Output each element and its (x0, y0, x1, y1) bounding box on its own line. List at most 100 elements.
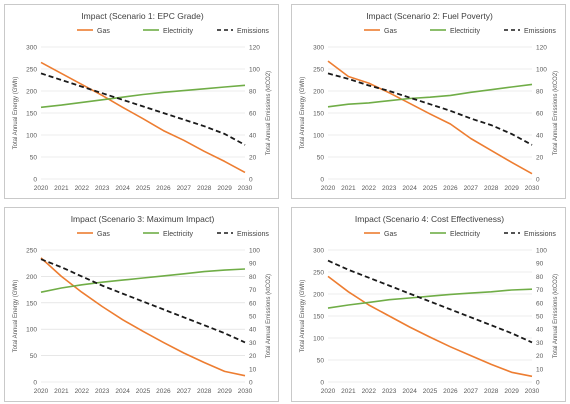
y2-tick-label: 0 (249, 380, 253, 387)
series-line-emissions (40, 72, 246, 146)
x-tick-label: 2025 (136, 388, 151, 395)
y-tick-label: 0 (320, 380, 324, 387)
y2-tick-label: 60 (536, 300, 544, 307)
series-line-emissions (327, 72, 533, 146)
x-tick-label: 2028 (197, 388, 212, 395)
chart-panel-scenario-1: Impact (Scenario 1: EPC Grade) Gas Electri… (4, 4, 279, 199)
y2-tick-label: 60 (536, 111, 544, 118)
x-tick-label: 2025 (423, 185, 438, 192)
chart-title: Impact (Scenario 2: Fuel Poverty) (366, 11, 493, 21)
legend-label-emissions: Emissions (524, 28, 556, 35)
x-tick-label: 2023 (382, 185, 397, 192)
x-tick-label: 2023 (95, 185, 110, 192)
y-tick-label: 200 (26, 274, 37, 281)
x-tick-label: 2030 (525, 185, 540, 192)
chart-svg-scenario-2: Impact (Scenario 2: Fuel Poverty) Gas Elec… (300, 11, 559, 192)
legend-label-gas: Gas (97, 28, 110, 35)
y-tick-label: 150 (313, 314, 324, 321)
chart-panel-scenario-2: Impact (Scenario 2: Fuel Poverty) Gas Elec… (291, 4, 566, 199)
series-line-gas (40, 257, 246, 377)
x-tick-label: 2025 (136, 185, 151, 192)
y-tick-label: 50 (317, 155, 325, 162)
y2-tick-label: 80 (536, 274, 544, 281)
x-tick-label: 2020 (321, 185, 336, 192)
y2-tick-label: 30 (249, 340, 257, 347)
y2-axis-title: Total Annual Emissions (ktCO2) (553, 71, 559, 155)
x-tick-label: 2030 (525, 388, 540, 395)
y2-tick-label: 80 (536, 89, 544, 96)
x-tick-label: 2028 (197, 185, 212, 192)
x-tick-label: 2022 (75, 388, 90, 395)
x-tick-label: 2025 (423, 388, 438, 395)
y2-tick-label: 120 (536, 45, 547, 52)
x-tick-label: 2023 (382, 388, 397, 395)
x-tick-label: 2029 (504, 388, 519, 395)
chart-panel-scenario-3: Impact (Scenario 3: Maximum Impact) Gas El… (4, 207, 279, 402)
y2-tick-label: 120 (249, 45, 260, 52)
y2-tick-label: 20 (249, 155, 257, 162)
x-tick-label: 2027 (177, 388, 192, 395)
series-line-electricity (40, 268, 246, 293)
legend-label-electricity: Electricity (450, 28, 480, 35)
y-tick-label: 50 (30, 155, 38, 162)
y-tick-label: 300 (313, 248, 324, 255)
x-tick-label: 2022 (362, 185, 377, 192)
y-tick-label: 250 (26, 67, 37, 74)
y-tick-label: 200 (313, 292, 324, 299)
series-line-gas (327, 60, 533, 175)
x-tick-label: 2029 (217, 185, 232, 192)
y-tick-label: 0 (320, 177, 324, 184)
y2-tick-label: 100 (249, 248, 260, 255)
y2-tick-label: 70 (536, 287, 544, 294)
y2-tick-label: 100 (536, 67, 547, 74)
x-tick-label: 2026 (443, 185, 458, 192)
y-tick-label: 0 (33, 380, 37, 387)
x-tick-label: 2029 (504, 185, 519, 192)
x-tick-label: 2026 (443, 388, 458, 395)
y2-tick-label: 50 (536, 314, 544, 321)
y2-tick-label: 40 (249, 133, 257, 140)
legend-label-gas: Gas (97, 231, 110, 238)
y2-tick-label: 90 (249, 261, 257, 268)
chart-title: Impact (Scenario 4: Cost Effectiveness) (355, 214, 504, 224)
series-line-electricity (40, 84, 246, 109)
y2-tick-label: 70 (249, 287, 257, 294)
y2-tick-label: 10 (536, 366, 544, 373)
x-tick-label: 2027 (464, 388, 479, 395)
x-tick-label: 2030 (238, 388, 253, 395)
x-tick-label: 2021 (341, 185, 356, 192)
x-tick-label: 2027 (464, 185, 479, 192)
chart-svg-scenario-1: Impact (Scenario 1: EPC Grade) Gas Electri… (13, 11, 272, 192)
series-line-emissions (40, 258, 246, 344)
legend-label-electricity: Electricity (163, 231, 193, 238)
y-tick-label: 200 (313, 89, 324, 96)
chart-svg-scenario-4: Impact (Scenario 4: Cost Effectiveness) G… (300, 214, 559, 395)
y-axis-title: Total Annual Energy (GWh) (300, 77, 306, 150)
x-tick-label: 2022 (75, 185, 90, 192)
legend-label-emissions: Emissions (237, 231, 269, 238)
y-tick-label: 250 (313, 67, 324, 74)
x-tick-label: 2024 (402, 185, 417, 192)
y2-tick-label: 20 (536, 353, 544, 360)
y2-tick-label: 90 (536, 261, 544, 268)
y2-tick-label: 40 (249, 327, 257, 334)
y-axis-title: Total Annual Energy (GWh) (13, 280, 19, 353)
y-tick-label: 250 (26, 248, 37, 255)
x-tick-label: 2026 (156, 185, 171, 192)
legend-label-electricity: Electricity (450, 231, 480, 238)
y2-tick-label: 20 (249, 353, 257, 360)
y2-tick-label: 0 (536, 177, 540, 184)
y2-tick-label: 0 (536, 380, 540, 387)
y-tick-label: 150 (26, 111, 37, 118)
x-tick-label: 2028 (484, 185, 499, 192)
x-tick-label: 2024 (402, 388, 417, 395)
x-tick-label: 2023 (95, 388, 110, 395)
x-tick-label: 2026 (156, 388, 171, 395)
legend-label-gas: Gas (384, 231, 397, 238)
y2-tick-label: 80 (249, 89, 257, 96)
y2-tick-label: 40 (536, 327, 544, 334)
chart-panel-scenario-4: Impact (Scenario 4: Cost Effectiveness) G… (291, 207, 566, 402)
y2-axis-title: Total Annual Emissions (ktCO2) (266, 274, 272, 358)
x-tick-label: 2030 (238, 185, 253, 192)
y-tick-label: 0 (33, 177, 37, 184)
